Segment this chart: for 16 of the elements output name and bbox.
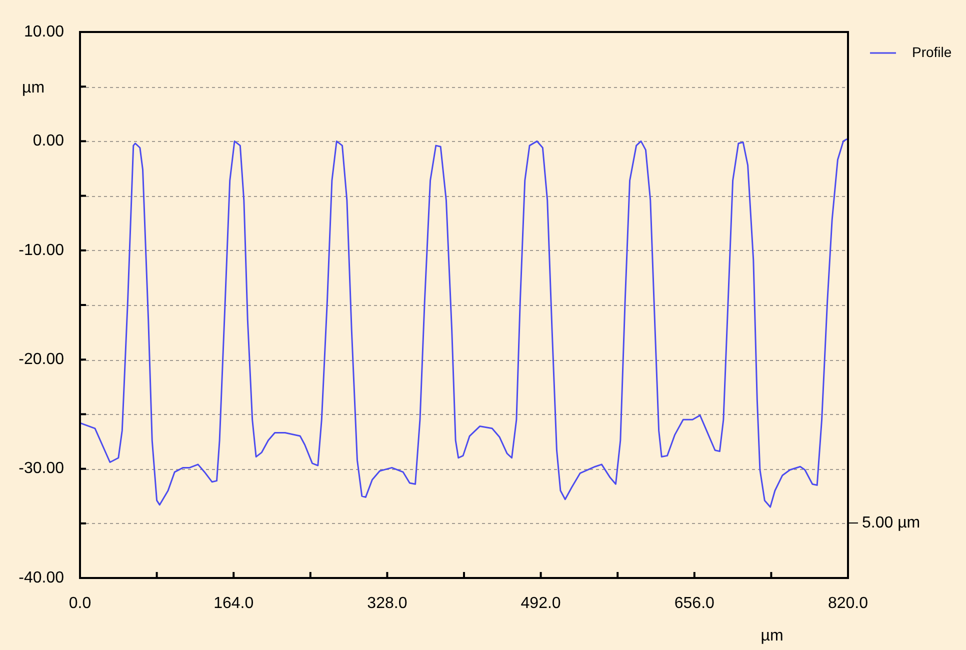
- x-tick-label: 492.0: [520, 595, 561, 612]
- y-tick-label: -30.00: [18, 460, 64, 478]
- x-tick-label: 0.0: [68, 595, 92, 612]
- y-tick-label: -10.00: [18, 242, 64, 259]
- legend-label: Profile: [912, 44, 952, 60]
- y-tick-label: -20.00: [18, 351, 64, 368]
- y-tick-label: -40.00: [18, 569, 64, 586]
- x-tick-label: 328.0: [367, 595, 408, 612]
- x-axis-title: µm: [760, 627, 784, 644]
- x-tick-label: 820.0: [828, 595, 868, 612]
- y-axis-title: µm: [22, 79, 45, 96]
- x-tick-label: 656.0: [674, 595, 715, 612]
- x-tick-label: 164.0: [214, 595, 254, 612]
- y-tick-label: 0.00: [32, 132, 64, 150]
- y-tick-label: 10.00: [24, 23, 64, 40]
- text: 5.00 µm: [862, 514, 920, 532]
